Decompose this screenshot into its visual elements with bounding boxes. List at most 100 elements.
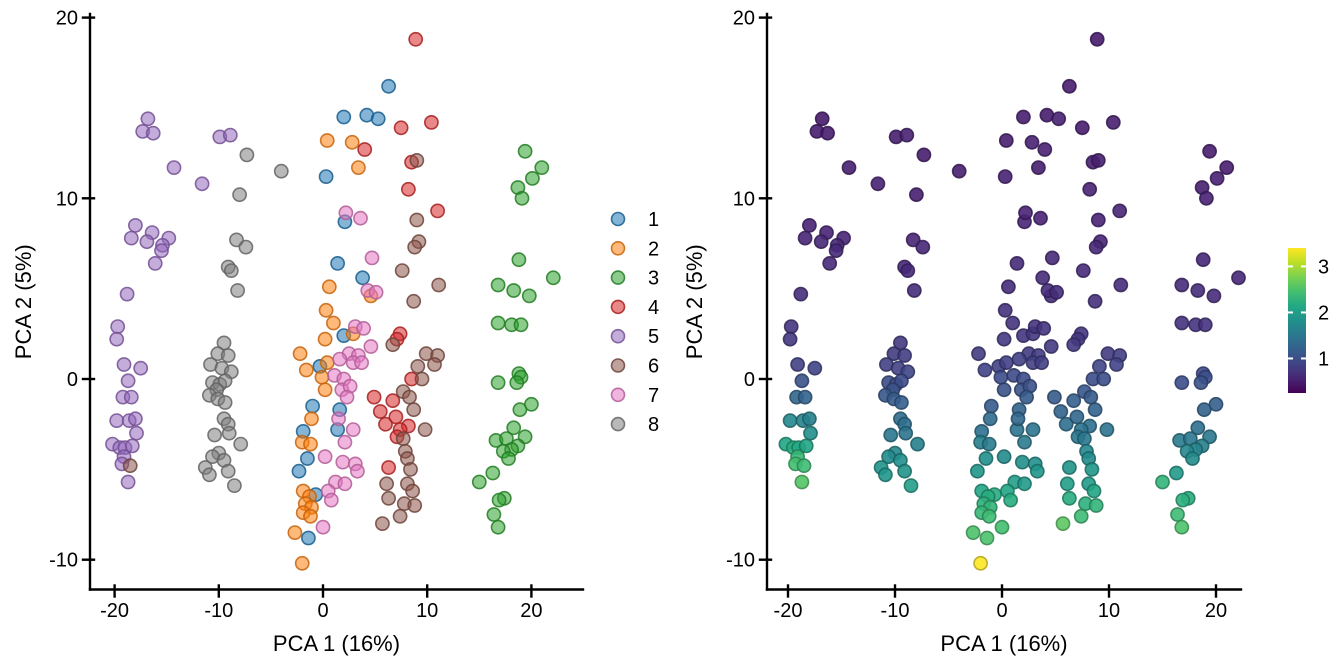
data-point — [1083, 389, 1099, 405]
data-point — [790, 357, 805, 372]
data-point — [1059, 476, 1075, 492]
data-point — [273, 163, 289, 179]
data-point — [127, 411, 143, 427]
legend-label: 1 — [648, 209, 659, 231]
data-point — [344, 134, 360, 150]
x-tick-label: -20 — [100, 600, 129, 622]
data-point — [793, 286, 809, 302]
data-point — [486, 507, 502, 522]
data-point — [513, 317, 529, 333]
data-point — [314, 369, 330, 385]
data-point — [123, 230, 139, 246]
data-point — [395, 431, 411, 446]
data-point — [409, 152, 425, 168]
data-point — [1099, 422, 1115, 437]
data-point — [1019, 389, 1034, 405]
data-point — [350, 160, 366, 175]
data-point — [820, 125, 835, 141]
data-point — [998, 355, 1014, 371]
data-point — [238, 239, 254, 255]
data-point — [983, 398, 999, 414]
x-axis-title: PCA 1 (16%) — [273, 631, 400, 656]
data-point — [1084, 461, 1100, 477]
data-point — [1195, 252, 1211, 268]
colorbar-tick-label: 1 — [1318, 348, 1329, 370]
data-point — [1037, 142, 1053, 157]
legend-label: 5 — [648, 326, 659, 348]
data-point — [971, 346, 986, 362]
data-point — [330, 255, 345, 271]
legend-swatch — [610, 241, 626, 256]
data-point — [403, 461, 418, 477]
data-point — [381, 460, 396, 475]
data-point — [1112, 203, 1128, 219]
data-point — [291, 463, 307, 479]
data-point — [994, 519, 1010, 535]
data-point — [385, 393, 401, 409]
y-tick-label: 10 — [733, 188, 755, 210]
data-point — [315, 519, 331, 535]
data-point — [1017, 476, 1032, 492]
x-tick-label: -20 — [774, 600, 803, 622]
data-point — [300, 530, 316, 546]
data-point — [1047, 389, 1062, 405]
data-point — [1105, 115, 1121, 130]
data-point — [870, 176, 886, 192]
data-point — [506, 420, 522, 436]
data-point — [509, 375, 525, 390]
data-point — [1082, 181, 1098, 197]
data-point — [414, 371, 430, 387]
y-tick-label: 20 — [56, 8, 78, 30]
data-point — [364, 250, 380, 266]
data-point — [353, 210, 368, 226]
data-point — [1174, 519, 1190, 535]
data-point — [356, 320, 371, 336]
data-point — [1075, 263, 1091, 278]
data-point — [381, 490, 396, 506]
data-point — [490, 315, 506, 331]
data-point — [317, 382, 333, 398]
data-point — [782, 331, 798, 347]
data-point — [1036, 320, 1052, 336]
x-tick-label: 20 — [520, 600, 542, 622]
data-point — [220, 348, 236, 363]
data-point — [299, 451, 315, 466]
data-point — [1185, 451, 1200, 466]
x-tick-label: -10 — [881, 600, 910, 622]
data-point — [1087, 293, 1103, 309]
data-point — [1088, 239, 1104, 255]
data-point — [304, 411, 319, 427]
data-point — [1208, 396, 1224, 412]
data-point — [1174, 315, 1190, 331]
data-point — [331, 411, 346, 427]
right-panel: -20 -10 0 10 20 20 10 0 -10 PCA 1 (16%) PCA 2 (5%) — [682, 8, 1246, 656]
data-point — [1109, 357, 1124, 372]
y-axis-title: PCA 2 (5%) — [682, 244, 707, 359]
data-point — [916, 147, 932, 163]
data-point — [407, 239, 423, 255]
data-point — [217, 373, 233, 389]
data-point — [490, 519, 506, 535]
data-point — [977, 362, 993, 378]
x-tick-label: 0 — [317, 600, 328, 622]
data-point — [336, 109, 352, 125]
x-axis-title: PCA 1 (16%) — [940, 631, 1067, 656]
legend-swatch — [610, 387, 626, 403]
data-point — [903, 478, 919, 493]
data-point — [116, 357, 132, 372]
data-point — [1001, 279, 1016, 295]
data-point — [423, 115, 439, 130]
data-point — [120, 474, 136, 490]
data-point — [368, 284, 384, 300]
data-point — [993, 369, 1009, 385]
data-point — [798, 438, 814, 454]
data-point — [1062, 460, 1077, 475]
data-point — [1053, 404, 1069, 419]
data-point — [1062, 490, 1077, 506]
data-point — [1089, 31, 1105, 47]
legend-swatch — [610, 416, 626, 432]
data-point — [1202, 143, 1217, 159]
data-point — [122, 458, 138, 474]
data-point — [514, 190, 530, 206]
data-point — [1074, 120, 1090, 136]
